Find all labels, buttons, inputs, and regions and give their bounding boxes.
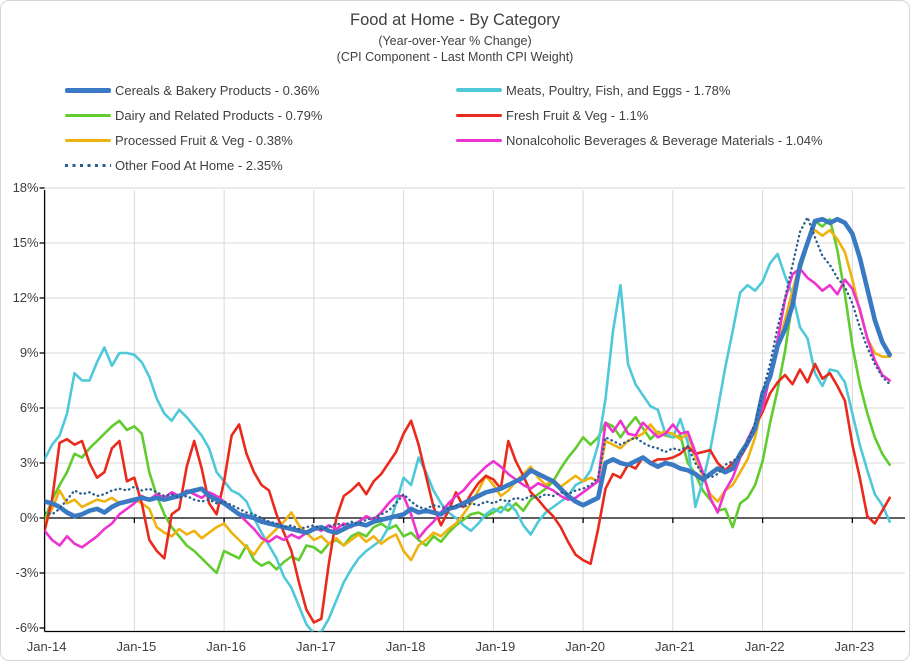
y-axis-label: 3% bbox=[19, 455, 39, 470]
chart-subtitle-1: (Year-over-Year % Change) bbox=[378, 34, 532, 48]
x-axis-label: Jan-20 bbox=[565, 638, 605, 654]
legend-label: Dairy and Related Products - 0.79% bbox=[115, 107, 323, 123]
chart-title: Food at Home - By Category bbox=[349, 11, 560, 29]
y-axis-label: 12% bbox=[12, 290, 39, 305]
legend-swatch bbox=[65, 138, 111, 143]
y-axis-label: 15% bbox=[12, 235, 39, 250]
series-line-4 bbox=[44, 228, 892, 562]
legend-item: Fresh Fruit & Veg - 1.1% bbox=[456, 105, 648, 125]
y-axis-label: -3% bbox=[15, 565, 39, 580]
series-line-6 bbox=[44, 216, 891, 531]
legend-swatch bbox=[65, 113, 111, 118]
legend-item: Nonalcoholic Beverages & Beverage Materi… bbox=[456, 131, 823, 151]
legend-swatch bbox=[456, 113, 502, 118]
legend-label: Other Food At Home - 2.35% bbox=[115, 158, 283, 174]
x-axis-label: Jan-16 bbox=[206, 638, 246, 654]
x-axis-label: Jan-21 bbox=[654, 638, 695, 654]
x-axis-label: Jan-22 bbox=[744, 638, 785, 654]
y-axis-label: 6% bbox=[19, 400, 39, 415]
x-axis-label: Jan-15 bbox=[116, 638, 157, 654]
legend-swatch bbox=[65, 164, 111, 168]
legend-swatch bbox=[456, 138, 502, 143]
y-axis-label: 0% bbox=[19, 510, 39, 525]
legend-label: Meats, Poultry, Fish, and Eggs - 1.78% bbox=[506, 82, 731, 98]
x-axis-label: Jan-18 bbox=[385, 638, 426, 654]
chart-subtitle-2: (CPI Component - Last Month CPI Weight) bbox=[336, 50, 574, 64]
x-axis-label: Jan-19 bbox=[475, 638, 516, 654]
legend-swatch bbox=[456, 88, 502, 92]
legend-item: Other Food At Home - 2.35% bbox=[65, 156, 283, 176]
series-line-1 bbox=[44, 252, 892, 632]
legend-item: Dairy and Related Products - 0.79% bbox=[65, 105, 322, 125]
y-axis-label: -6% bbox=[15, 620, 39, 635]
series-line-2 bbox=[44, 217, 892, 575]
y-axis-label: 18% bbox=[12, 180, 39, 195]
legend-item: Processed Fruit & Veg - 0.38% bbox=[65, 131, 293, 151]
y-axis-label: 9% bbox=[19, 345, 39, 360]
legend-label: Nonalcoholic Beverages & Beverage Materi… bbox=[506, 133, 823, 149]
legend-label: Fresh Fruit & Veg - 1.1% bbox=[506, 107, 649, 123]
legend-item: Cereals & Bakery Products - 0.36% bbox=[65, 80, 319, 100]
series-group bbox=[44, 216, 893, 632]
x-axis-label: Jan-17 bbox=[295, 638, 336, 654]
legend-item: Meats, Poultry, Fish, and Eggs - 1.78% bbox=[456, 80, 730, 100]
legend-label: Cereals & Bakery Products - 0.36% bbox=[115, 82, 320, 98]
legend-label: Processed Fruit & Veg - 0.38% bbox=[115, 133, 293, 149]
legend-swatch bbox=[65, 87, 111, 93]
x-axis-label: Jan-23 bbox=[834, 638, 875, 654]
x-axis-label: Jan-14 bbox=[26, 638, 67, 654]
